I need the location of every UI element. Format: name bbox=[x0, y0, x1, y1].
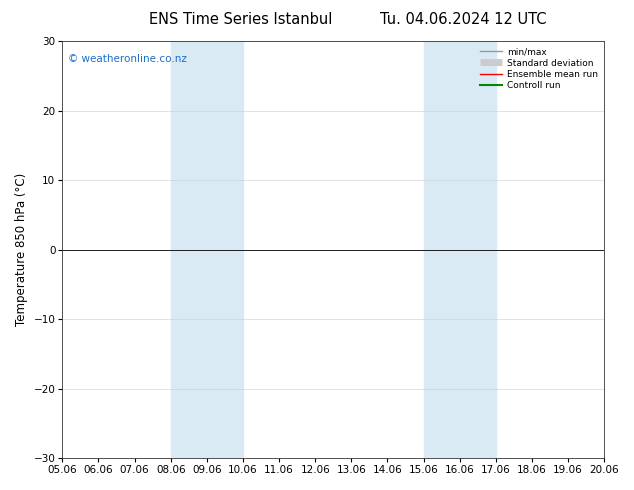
Bar bbox=[424, 41, 496, 458]
Bar bbox=[171, 41, 243, 458]
Y-axis label: Temperature 850 hPa (°C): Temperature 850 hPa (°C) bbox=[15, 173, 28, 326]
Text: Tu. 04.06.2024 12 UTC: Tu. 04.06.2024 12 UTC bbox=[380, 12, 546, 27]
Text: ENS Time Series Istanbul: ENS Time Series Istanbul bbox=[149, 12, 333, 27]
Text: © weatheronline.co.nz: © weatheronline.co.nz bbox=[68, 53, 186, 64]
Legend: min/max, Standard deviation, Ensemble mean run, Controll run: min/max, Standard deviation, Ensemble me… bbox=[478, 46, 600, 92]
